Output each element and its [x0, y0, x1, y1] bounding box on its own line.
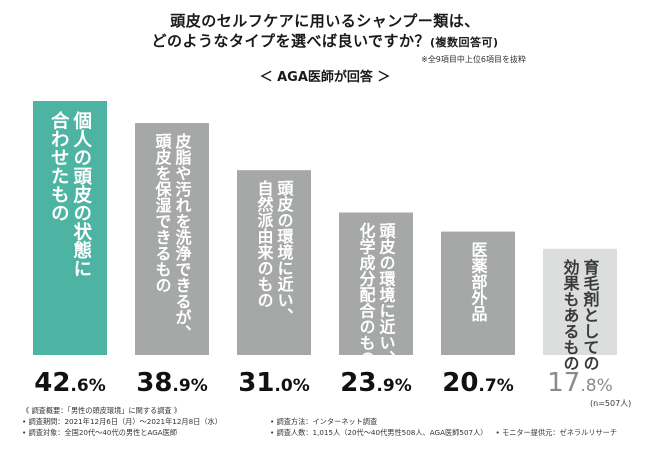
bar-3 [237, 170, 311, 355]
bar-label-5-col-1: 医薬部外品 [469, 242, 489, 323]
sample-size-note: (n=507人) [590, 399, 632, 408]
value-label-5: 20.7% [442, 368, 514, 398]
survey-summary: 《 調査概要：「男性の頭皮環境」に関する調査 》 • 調査期間：2021年12月… [22, 405, 642, 438]
value-label-5-int: 20 [442, 368, 478, 398]
bar-label-1-col-2: 合わせたもの [48, 110, 69, 222]
bar-label-3-col-1: 頭皮の環境に近い、 [275, 180, 295, 324]
title-suffix: (複数回答可) [430, 36, 499, 49]
value-label-4-int: 23 [340, 368, 376, 398]
bar-label-2-col-2: 頭皮を保湿できるもの [153, 133, 173, 293]
survey-period: • 調査期間：2021年12月6日（月）〜2021年12月8日（水） [22, 417, 222, 426]
value-label-2: 38.9% [136, 368, 208, 398]
bar-5 [441, 231, 515, 355]
bar-6 [543, 248, 617, 355]
bar-label-2-col-1: 皮脂や汚れを洗浄できるが、 [173, 132, 193, 341]
value-label-3-int: 31 [238, 368, 274, 398]
value-label-4-dec: .9% [376, 376, 411, 396]
title-line-2-main: どのようなタイプを選べば良いですか？ [151, 32, 430, 50]
value-label-6: 17.8% [547, 368, 612, 398]
bar-label-4-col-2: 化学成分配合のもの [357, 222, 376, 367]
survey-method: • 調査方法：インターネット調査 [270, 417, 378, 426]
bar-4 [339, 212, 413, 355]
survey-summary-heading: 《 調査概要：「男性の頭皮環境」に関する調査 》 [22, 406, 182, 415]
value-label-1: 42.6% [34, 368, 106, 398]
survey-count: • 調査人数：1,015人（20代〜40代男性508人、AGA医師507人） [270, 428, 488, 437]
selection-note: ※全9項目中上位6項目を抜粋 [421, 55, 526, 64]
value-label-5-dec: .7% [478, 376, 513, 396]
value-label-2-int: 38 [136, 368, 172, 398]
chart-subtitle: ＜ AGA医師が回答 ＞ [259, 70, 391, 85]
title-line-1: 頭皮のセルフケアに用いるシャンプー類は、 [170, 12, 480, 30]
bar-label-6-col-2: 効果もあるもの [561, 258, 581, 371]
survey-target: • 調査対象：全国20代〜40代の男性とAGA医師 [22, 428, 178, 437]
value-label-6-int: 17 [547, 368, 580, 398]
bar-label-6-col-1: 育毛剤としての [581, 258, 601, 371]
value-label-1-dec: .6% [70, 376, 105, 396]
value-label-6-dec: .8% [580, 376, 612, 396]
survey-monitor: • モニター提供元：ゼネラルリサーチ [495, 428, 618, 437]
value-label-1-int: 42 [34, 368, 70, 398]
bar-label-3-col-2: 自然派由来のもの [255, 179, 275, 308]
bar-1 [33, 101, 107, 355]
value-label-3-dec: .0% [274, 376, 309, 396]
bar-label-4-col-1: 頭皮の環境に近い、 [377, 222, 397, 366]
bar-2 [135, 123, 209, 355]
title-line-2: どのようなタイプを選べば良いですか？(複数回答可) [0, 30, 650, 51]
value-label-4: 23.9% [340, 368, 412, 398]
value-label-3: 31.0% [238, 368, 310, 398]
value-label-2-dec: .9% [172, 376, 207, 396]
bar-label-1-col-1: 個人の頭皮の状態に [71, 111, 93, 278]
